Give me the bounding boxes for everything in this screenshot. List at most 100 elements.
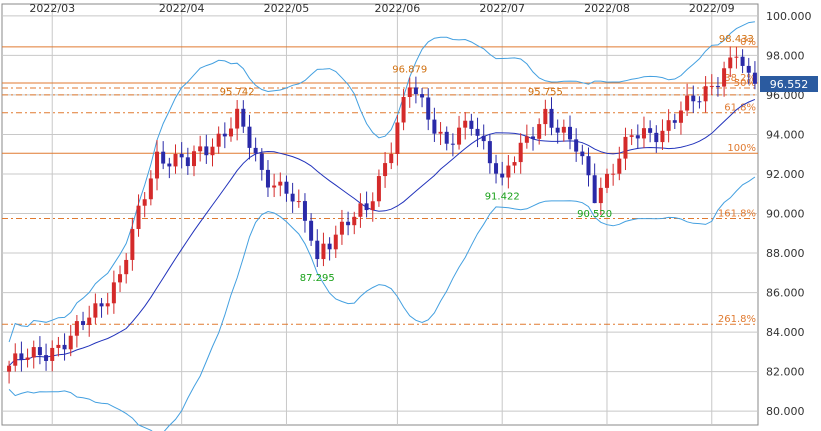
candle-body: [555, 127, 560, 133]
candle-body: [457, 127, 462, 145]
candle-body: [703, 86, 708, 102]
candle-body: [235, 108, 240, 129]
fib-level-label: 261.8%: [718, 314, 756, 325]
candle-body: [192, 151, 196, 167]
fib-level-label: 0%: [740, 37, 756, 48]
bollinger-upper-line: [8, 21, 755, 343]
candle-body: [302, 201, 307, 221]
candle-body: [7, 365, 12, 372]
candle-body: [99, 303, 104, 307]
candle-body: [469, 120, 474, 129]
candle-body: [31, 347, 36, 358]
candle-body: [678, 110, 683, 123]
candle-body: [623, 136, 628, 159]
candle-body: [543, 108, 548, 125]
candle-body: [327, 243, 332, 250]
candle-body: [697, 101, 702, 103]
candle-body: [629, 135, 634, 137]
candle-body: [444, 131, 449, 144]
candle-body: [198, 146, 203, 152]
candle-body: [438, 131, 443, 134]
y-tick-label: 90.000: [766, 208, 805, 221]
candle-body: [155, 151, 160, 179]
candle-body: [284, 181, 289, 194]
candle-body: [506, 165, 511, 178]
candle-body: [592, 175, 597, 204]
candle-body: [259, 153, 264, 170]
candle-body: [241, 108, 246, 127]
y-tick-label: 80.000: [766, 405, 805, 418]
x-tick-label: 2022/05: [264, 2, 310, 15]
candle-body: [401, 97, 406, 123]
candle-body: [666, 120, 671, 131]
candle-body: [426, 97, 431, 120]
candle-body: [512, 162, 517, 166]
candle-body: [50, 347, 55, 361]
y-tick-label: 84.000: [766, 326, 805, 339]
current-price-tag: [760, 76, 818, 93]
candle-body: [524, 136, 529, 143]
moving-average-line: [8, 98, 756, 367]
candle-body: [25, 357, 30, 360]
candle-body: [537, 124, 542, 139]
candle-body: [487, 141, 492, 164]
candle-body: [395, 122, 400, 154]
candle-body: [296, 201, 301, 203]
price-annotation: 98.433: [719, 34, 754, 45]
y-tick-label: 92.000: [766, 168, 805, 181]
candle-body: [364, 203, 369, 211]
candle-body: [389, 153, 394, 164]
candle-body: [685, 95, 690, 111]
candle-body: [173, 153, 178, 167]
candle-body: [253, 147, 258, 154]
fib-level-label: 100%: [727, 143, 756, 154]
candle-body: [407, 87, 412, 98]
candle-body: [376, 176, 381, 202]
candle-body: [549, 108, 554, 128]
candle-body: [142, 199, 147, 206]
candle-body: [272, 185, 277, 188]
candle-body: [722, 68, 727, 87]
price-annotation: 90.520: [577, 209, 612, 220]
candle-body: [475, 128, 480, 136]
candle-body: [81, 321, 86, 325]
candle-body: [611, 173, 616, 175]
candle-body: [598, 187, 603, 204]
candle-body: [105, 303, 110, 307]
candle-body: [136, 205, 141, 229]
y-tick-label: 82.000: [766, 366, 805, 379]
candle-body: [130, 228, 135, 260]
y-tick-label: 86.000: [766, 287, 805, 300]
candle-body: [228, 128, 233, 137]
price-annotation: 95.742: [220, 87, 255, 98]
candle-body: [574, 139, 579, 152]
candle-body: [715, 85, 720, 87]
candle-body: [346, 221, 351, 226]
y-tick-label: 94.000: [766, 128, 805, 141]
fib-level-label: 50%: [734, 78, 756, 89]
x-tick-label: 2022/07: [479, 2, 525, 15]
candle-body: [222, 133, 227, 137]
candle-body: [333, 234, 338, 250]
y-tick-label: 96.000: [766, 89, 805, 102]
y-tick-label: 88.000: [766, 247, 805, 260]
fib-level-label: 61.8%: [724, 103, 756, 114]
x-tick-label: 2022/09: [689, 2, 735, 15]
candle-body: [290, 193, 295, 202]
candle-body: [87, 317, 92, 325]
candle-body: [204, 146, 209, 156]
candle-body: [383, 163, 388, 177]
candle-body: [617, 158, 622, 174]
candle-body: [463, 120, 468, 128]
candle-body: [358, 203, 363, 217]
candle-body: [179, 153, 184, 158]
candle-body: [500, 173, 505, 178]
candle-body: [124, 259, 129, 275]
candle-body: [580, 151, 585, 157]
candle-body: [518, 142, 523, 163]
candle-body: [315, 240, 320, 260]
candle-body: [278, 181, 283, 186]
y-tick-label: 100.000: [766, 10, 812, 23]
candle-body: [481, 135, 486, 142]
